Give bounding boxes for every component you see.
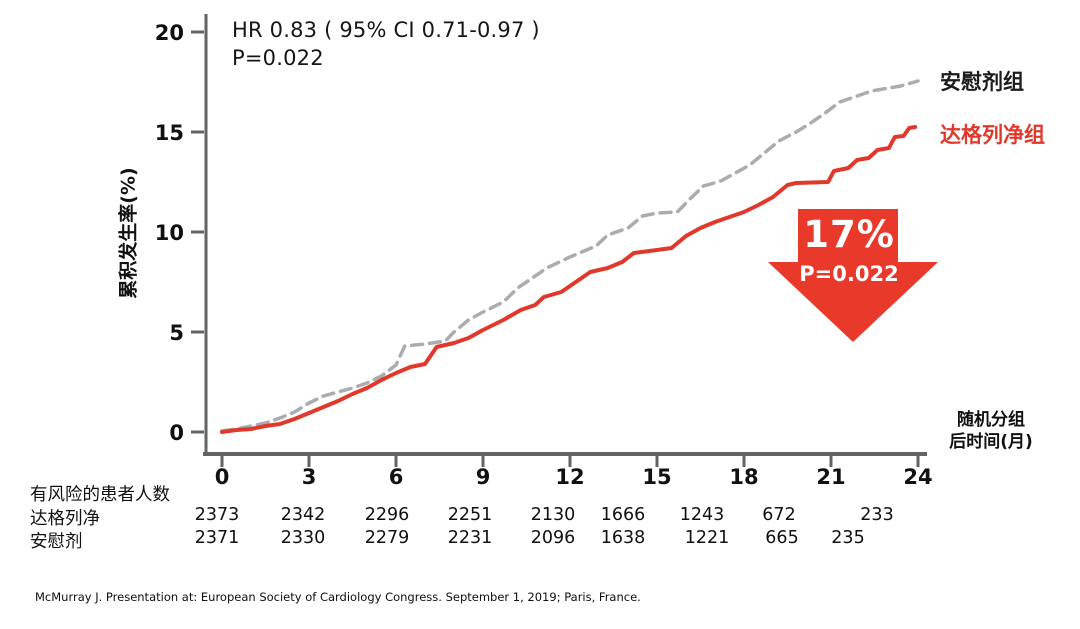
at-risk-value: 1638 — [600, 528, 646, 548]
x-tick-label: 18 — [729, 465, 758, 489]
at-risk-value: 1666 — [600, 505, 646, 525]
x-axis-label-line2: 后时间(月) — [949, 432, 1033, 452]
at-risk-value: 235 — [831, 528, 865, 548]
legend-placebo-label: 安慰剂组 — [940, 70, 1024, 94]
legend-dapagliflozin-label: 达格列净组 — [940, 123, 1045, 147]
at-risk-value: 2296 — [364, 505, 410, 525]
reduction-arrow-shape — [768, 209, 938, 342]
at-risk-value: 2342 — [280, 505, 326, 525]
hr-annotation: HR 0.83 ( 95% CI 0.71-0.97 ) P=0.022 — [232, 16, 540, 72]
at-risk-value: 1243 — [679, 505, 725, 525]
at-risk-value: 672 — [762, 505, 796, 525]
y-tick-label: 10 — [155, 221, 184, 245]
citation-footer: McMurray J. Presentation at: European So… — [35, 590, 641, 604]
at-risk-row-label-placebo: 安慰剂 — [30, 532, 83, 552]
y-tick-label: 15 — [155, 121, 184, 145]
hr-annotation-line1: HR 0.83 ( 95% CI 0.71-0.97 ) — [232, 18, 540, 42]
at-risk-table-title: 有风险的患者人数 — [30, 485, 170, 505]
y-tick-label: 20 — [155, 21, 184, 45]
x-tick-label: 12 — [555, 465, 584, 489]
at-risk-value: 665 — [765, 528, 799, 548]
x-tick-label: 15 — [642, 465, 671, 489]
x-axis-label-line1: 随机分组 — [957, 410, 1025, 430]
risk-reduction-percent: 17% — [803, 213, 895, 256]
at-risk-value: 2373 — [194, 505, 240, 525]
x-tick-label: 3 — [302, 465, 317, 489]
x-tick-label: 6 — [389, 465, 404, 489]
at-risk-value: 2130 — [530, 505, 576, 525]
at-risk-row-label-dapagliflozin: 达格列净 — [30, 509, 100, 529]
x-tick-label: 0 — [215, 465, 230, 489]
at-risk-value: 2330 — [280, 528, 326, 548]
hr-annotation-line2: P=0.022 — [232, 46, 324, 70]
at-risk-value: 2279 — [364, 528, 410, 548]
at-risk-value: 2096 — [530, 528, 576, 548]
x-axis-label: 随机分组 后时间(月) — [933, 409, 1049, 453]
at-risk-value: 2231 — [447, 528, 493, 548]
x-tick-label: 21 — [816, 465, 845, 489]
curve-dapagliflozin — [220, 125, 918, 434]
x-tick-label: 9 — [476, 465, 491, 489]
y-axis-label: 累积发生率(%) — [117, 167, 140, 299]
y-tick-label: 0 — [169, 421, 184, 445]
at-risk-value: 2251 — [447, 505, 493, 525]
at-risk-value: 1221 — [684, 528, 730, 548]
y-tick-label: 5 — [169, 321, 184, 345]
risk-reduction-pvalue: P=0.022 — [799, 262, 899, 286]
at-risk-value: 2371 — [194, 528, 240, 548]
x-tick-label: 24 — [903, 465, 932, 489]
at-risk-value: 233 — [860, 505, 894, 525]
curve-placebo — [220, 79, 920, 433]
